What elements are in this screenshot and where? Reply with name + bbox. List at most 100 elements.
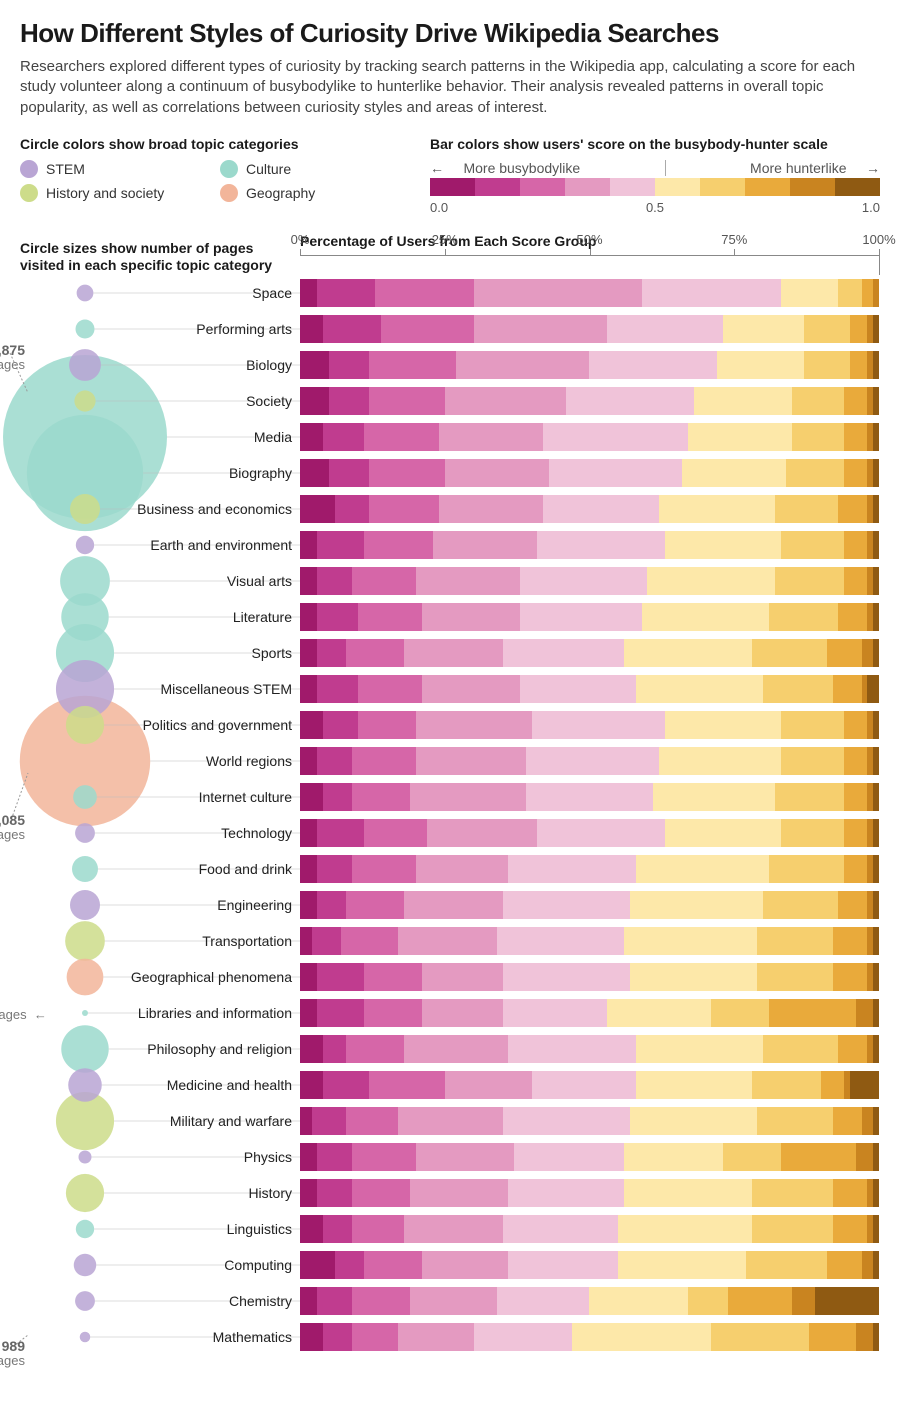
bar-row (300, 779, 879, 815)
bar-row (300, 959, 879, 995)
bar-segment (323, 423, 364, 451)
topic-circle (76, 1220, 94, 1238)
bar-segment (827, 1251, 862, 1279)
stacked-bar (300, 819, 879, 847)
circle-legend-item: STEM (20, 160, 200, 178)
bar-segment (346, 1107, 398, 1135)
bar-row (300, 491, 879, 527)
topic-label: Society (120, 393, 300, 409)
bar-segment (300, 423, 323, 451)
bars-column (300, 275, 880, 1355)
circle-legend-item: Geography (220, 184, 400, 202)
axis-tick-mark (445, 249, 446, 256)
bar-segment (317, 1287, 352, 1315)
bar-segment (323, 1035, 346, 1063)
bar-segment (317, 963, 363, 991)
bar-segment (323, 315, 381, 343)
bar-segment (607, 999, 711, 1027)
bar-segment (532, 711, 665, 739)
bar-segment (844, 423, 867, 451)
bar-row (300, 1211, 879, 1247)
bar-row (300, 707, 879, 743)
bar-segment (416, 1143, 514, 1171)
bar-segment (364, 963, 422, 991)
bar-segment (757, 927, 832, 955)
bar-row (300, 1319, 879, 1355)
bar-segment (844, 711, 867, 739)
bar-segment (781, 531, 845, 559)
legend-label: Culture (246, 161, 291, 177)
bar-segment (317, 531, 363, 559)
bar-segment (317, 1179, 352, 1207)
bar-segment (317, 675, 358, 703)
bar-segment (300, 1323, 323, 1351)
bar-segment (300, 279, 317, 307)
bar-segment (873, 639, 879, 667)
bar-segment (873, 927, 879, 955)
bar-segment (630, 1107, 757, 1135)
page-count-callout: 151,085pages (0, 813, 25, 843)
bar-segment (346, 1035, 404, 1063)
topic-label: Media (120, 429, 300, 445)
topic-circle (65, 921, 105, 961)
bar-segment (589, 351, 716, 379)
topic-label: Miscellaneous STEM (120, 681, 300, 697)
bar-segment (317, 603, 358, 631)
label-row: Engineering (120, 887, 300, 923)
bar-segment (508, 1179, 624, 1207)
bar-segment (508, 1251, 618, 1279)
topic-label: Sports (120, 645, 300, 661)
bar-segment (422, 999, 503, 1027)
bar-segment (398, 1107, 502, 1135)
bar-segment (364, 531, 433, 559)
topic-circle (61, 593, 108, 640)
bar-row (300, 311, 879, 347)
bar-segment (369, 495, 438, 523)
label-row: History (120, 1175, 300, 1211)
bar-segment (763, 675, 832, 703)
bar-segment (786, 459, 844, 487)
label-row: Geographical phenomena (120, 959, 300, 995)
topic-label: Food and drink (120, 861, 300, 877)
bar-segment (659, 495, 775, 523)
bar-segment (752, 1215, 833, 1243)
bar-segment (532, 1071, 636, 1099)
axis-tick-label: 75% (721, 232, 747, 247)
circle-legend-title: Circle colors show broad topic categorie… (20, 136, 400, 152)
bar-row (300, 671, 879, 707)
bar-row (300, 635, 879, 671)
bar-row (300, 1139, 879, 1175)
bar-segment (873, 1143, 879, 1171)
bar-segment (636, 675, 763, 703)
scale-swatch (520, 178, 565, 196)
axis-tick-label: 25% (432, 232, 458, 247)
bar-segment (358, 675, 422, 703)
bar-segment (873, 747, 879, 775)
topic-label: Computing (120, 1257, 300, 1273)
bar-segment (862, 1107, 874, 1135)
bar-segment (317, 567, 352, 595)
bar-segment (520, 675, 636, 703)
bar-segment (833, 963, 868, 991)
bar-segment (346, 891, 404, 919)
label-row: Miscellaneous STEM (120, 671, 300, 707)
bar-row (300, 743, 879, 779)
bar-segment (763, 891, 838, 919)
topic-circle (69, 349, 101, 381)
bar-segment (844, 819, 867, 847)
axis-tick-mark (590, 249, 591, 256)
bar-segment (850, 351, 867, 379)
circles-column: 238,875pages151,085pages59 pages ←989pag… (20, 275, 120, 1355)
topic-circle (66, 1174, 104, 1212)
bar-segment (838, 1035, 867, 1063)
bar-segment (873, 279, 879, 307)
bar-segment (711, 999, 769, 1027)
bar-segment (844, 531, 867, 559)
bar-segment (317, 819, 363, 847)
bar-segment (329, 387, 370, 415)
arrow-right-icon: → (866, 160, 880, 176)
bar-segment (323, 783, 352, 811)
bar-segment (873, 855, 879, 883)
bar-segment (300, 999, 317, 1027)
bar-segment (757, 963, 832, 991)
